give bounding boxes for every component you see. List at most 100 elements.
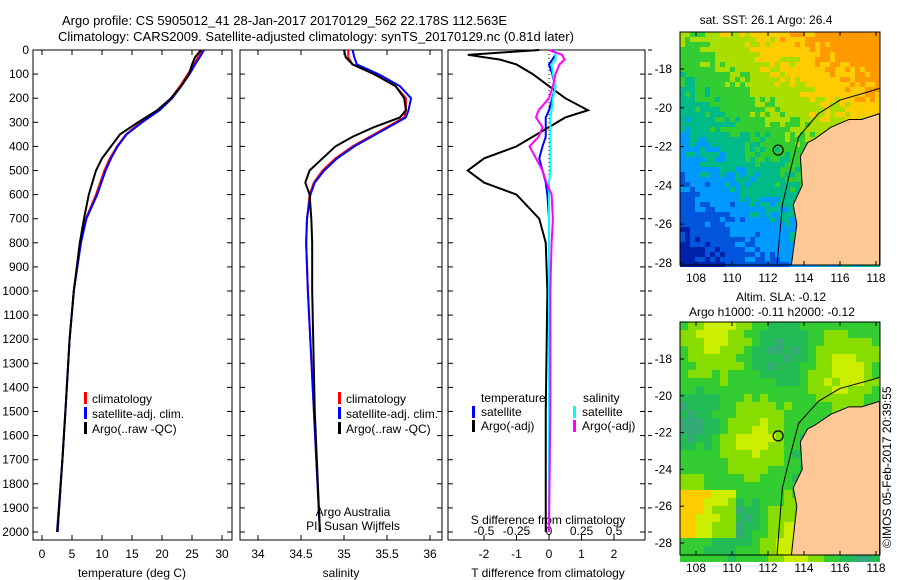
heatmap-cell [780,217,785,222]
heatmap-cell [755,47,760,52]
heatmap-cell [710,212,715,217]
heatmap-cell [784,522,792,530]
heatmap-cell [776,322,784,330]
heatmap-cell [835,102,840,107]
depth-tick-label: 1000 [2,284,29,298]
x-tick-label: 34 [251,547,265,561]
heatmap-cell [700,57,705,62]
heatmap-cell [715,147,720,152]
heatmap-cell [752,386,760,394]
heatmap-cell [728,514,736,522]
heatmap-cell [765,97,770,102]
heatmap-cell [755,237,760,242]
heatmap-cell [825,107,830,112]
heatmap-cell [688,410,696,418]
heatmap-cell [728,474,736,482]
heatmap-cell [765,212,770,217]
heatmap-cell [872,370,880,378]
heatmap-cell [816,354,824,362]
heatmap-cell [760,222,765,227]
heatmap-cell [705,47,710,52]
heatmap-cell [736,330,744,338]
heatmap-cell [760,554,768,562]
heatmap-cell [765,37,770,42]
heatmap-cell [725,67,730,72]
heatmap-cell [688,522,696,530]
heatmap-cell [795,112,800,117]
heatmap-cell [735,177,740,182]
heatmap-cell [784,450,792,458]
heatmap-cell [720,386,728,394]
heatmap-cell [730,217,735,222]
heatmap-cell [755,92,760,97]
heatmap-cell [695,57,700,62]
heatmap-cell [728,378,736,386]
heatmap-cell [790,142,795,147]
heatmap-cell [685,257,690,262]
heatmap-cell [845,102,850,107]
heatmap-cell [710,37,715,42]
heatmap-cell [840,112,845,117]
heatmap-cell [770,42,775,47]
heatmap-cell [700,62,705,67]
heatmap-cell [720,72,725,77]
heatmap-cell [705,232,710,237]
heatmap-cell [695,102,700,107]
heatmap-cell [680,522,688,530]
heatmap-cell [705,182,710,187]
heatmap-cell [785,82,790,87]
lat-tick-label: -26 [655,499,673,513]
heatmap-cell [715,57,720,62]
heatmap-cell [770,122,775,127]
heatmap-cell [705,142,710,147]
heatmap-cell [770,52,775,57]
heatmap-cell [700,137,705,142]
heatmap-cell [744,498,752,506]
heatmap-cell [740,172,745,177]
heatmap-cell [720,182,725,187]
heatmap-cell [845,37,850,42]
heatmap-cell [730,92,735,97]
heatmap-cell [770,162,775,167]
heatmap-cell [808,386,816,394]
heatmap-cell [776,546,784,554]
heatmap-cell [760,458,768,466]
heatmap-cell [810,47,815,52]
heatmap-cell [848,346,856,354]
heatmap-cell [685,37,690,42]
heatmap-cell [845,77,850,82]
heatmap-cell [725,127,730,132]
heatmap-cell [695,232,700,237]
heatmap-cell [780,137,785,142]
heatmap-cell [712,538,720,546]
heatmap-cell [855,77,860,82]
heatmap-cell [725,232,730,237]
heatmap-cell [680,434,688,442]
heatmap-cell [685,127,690,132]
heatmap-cell [740,47,745,52]
heatmap-cell [720,62,725,67]
heatmap-cell [808,402,816,410]
heatmap-cell [840,82,845,87]
heatmap-cell [752,346,760,354]
lat-tick-label: -24 [655,462,673,476]
heatmap-cell [820,112,825,117]
heatmap-cell [825,92,830,97]
heatmap-cell [770,142,775,147]
heatmap-cell [740,87,745,92]
heatmap-cell [745,107,750,112]
heatmap-cell [775,147,780,152]
heatmap-cell [832,346,840,354]
heatmap-cell [695,252,700,257]
heatmap-cell [768,506,776,514]
heatmap-cell [736,338,744,346]
heatmap-cell [750,147,755,152]
heatmap-cell [785,162,790,167]
heatmap-cell [865,57,870,62]
heatmap-cell [770,47,775,52]
heatmap-cell [750,167,755,172]
x-tick-label: 10 [95,547,109,561]
heatmap-cell [800,32,805,37]
heatmap-cell [815,52,820,57]
